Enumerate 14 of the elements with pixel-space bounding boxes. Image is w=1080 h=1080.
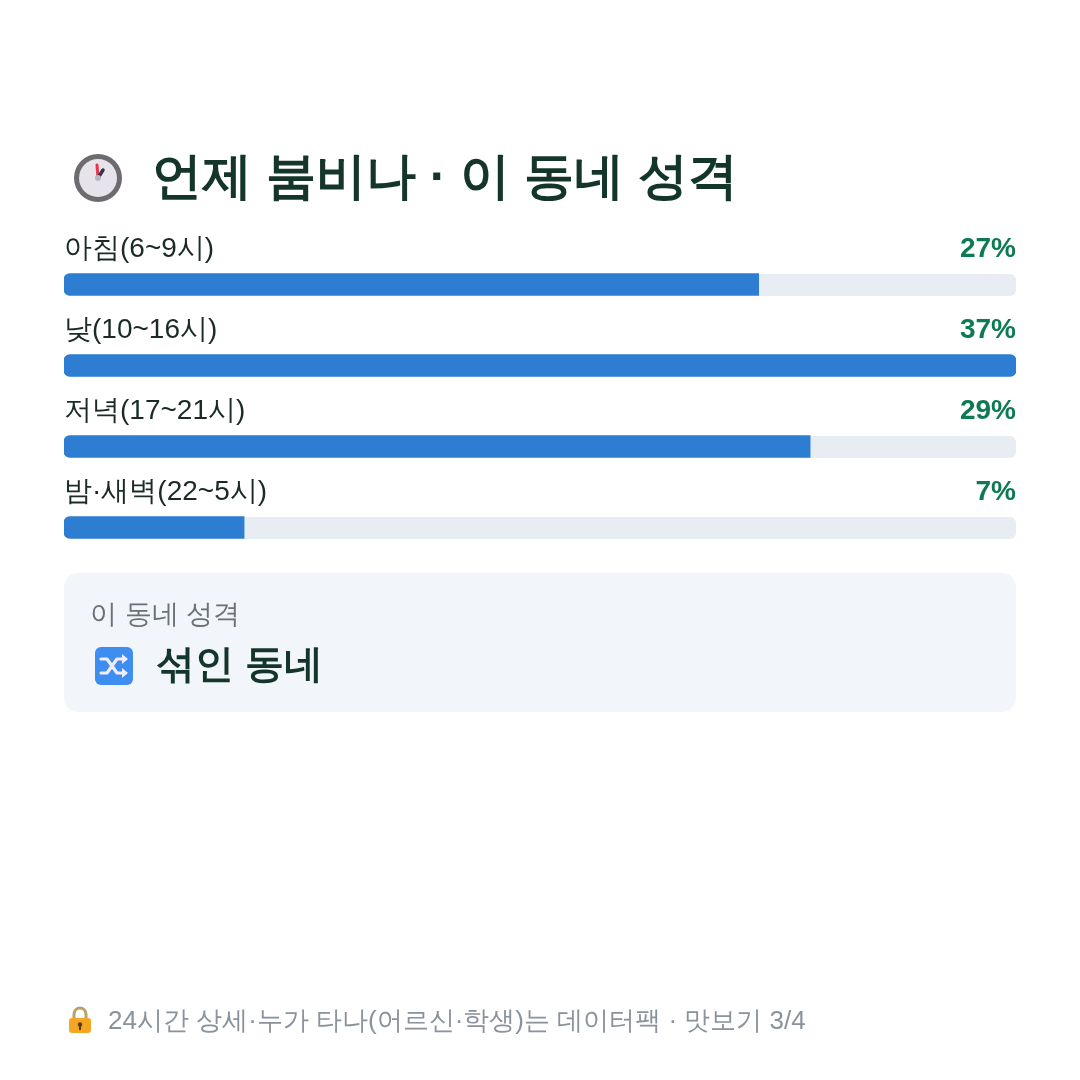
- text: 이 동네 성격: [90, 598, 241, 630]
- y-tick-label: 낮(10~16시): [64, 313, 218, 345]
- text: 24시간 상세·누가 타나(어르신·학생)는 데이터팩 · 맛보기 3/4: [108, 1004, 806, 1037]
- y-tick-label: 밤·새벽(22~5시): [64, 475, 268, 507]
- y-tick-label: 저녁(17~21시): [64, 394, 246, 426]
- bar: [64, 354, 1016, 377]
- data-label: 7%: [975, 475, 1017, 507]
- data-label: 29%: [959, 394, 1017, 426]
- data-label: 37%: [959, 313, 1017, 345]
- text: 섞인 동네: [156, 641, 323, 687]
- bar: [64, 516, 245, 539]
- data-label: 27%: [959, 232, 1017, 264]
- chart-title: 언제 붐비나 · 이 동네 성격: [152, 147, 739, 206]
- y-tick-label: 아침(6~9시): [64, 232, 215, 264]
